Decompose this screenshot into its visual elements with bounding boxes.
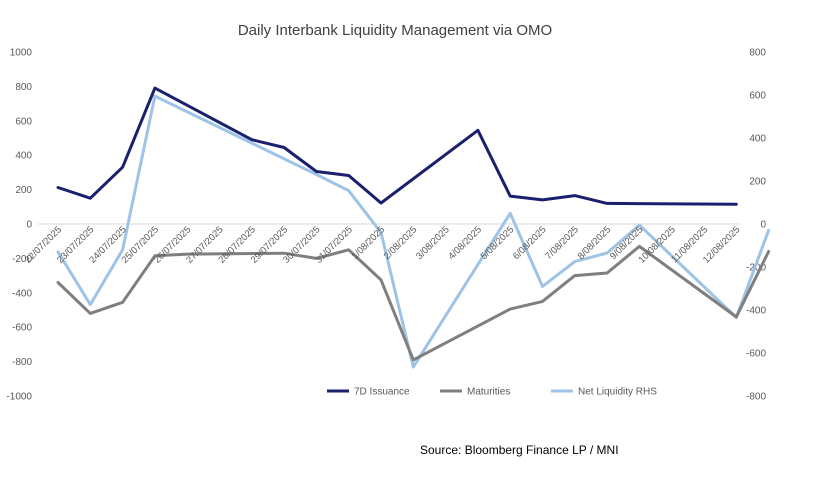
x-tick-label: 1/08/2025 bbox=[349, 224, 387, 262]
right-tick-label: 200 bbox=[749, 177, 766, 188]
left-tick-label: 400 bbox=[15, 151, 32, 162]
left-tick-label: -800 bbox=[12, 357, 32, 368]
series-line-net-liquidity-rhs bbox=[56, 94, 771, 369]
right-tick-label: -800 bbox=[746, 392, 766, 403]
right-tick-label: -400 bbox=[746, 306, 766, 317]
x-tick-label: 5/08/2025 bbox=[479, 224, 517, 262]
left-axis-ticks: 1000 800 600 400 200 0 -200 -400 -600 -800 -1000 bbox=[6, 48, 32, 403]
right-tick-label: 600 bbox=[749, 91, 766, 102]
legend-label: Maturities bbox=[467, 387, 510, 398]
chart-title: Daily Interbank Liquidity Management via… bbox=[238, 22, 552, 39]
left-tick-label: 1000 bbox=[10, 48, 33, 59]
x-tick-label: 7/08/2025 bbox=[543, 224, 581, 262]
left-tick-label: -1000 bbox=[6, 392, 32, 403]
left-tick-label: -200 bbox=[12, 254, 32, 265]
left-tick-label: -400 bbox=[12, 288, 32, 299]
legend-label: Net Liquidity RHS bbox=[578, 387, 657, 398]
left-tick-label: 800 bbox=[15, 82, 32, 93]
source-note: Source: Bloomberg Finance LP / MNI bbox=[420, 443, 619, 457]
series-layer bbox=[56, 86, 771, 369]
left-tick-label: 200 bbox=[15, 185, 32, 196]
legend-label: 7D Issuance bbox=[354, 387, 410, 398]
right-tick-label: 400 bbox=[749, 134, 766, 145]
series-line-7d-issuance bbox=[56, 86, 738, 206]
x-tick-label: 4/08/2025 bbox=[446, 224, 484, 262]
series-line-maturities bbox=[56, 244, 771, 362]
left-tick-label: 600 bbox=[15, 116, 32, 127]
right-tick-label: 0 bbox=[760, 220, 766, 231]
x-tick-label: 3/08/2025 bbox=[414, 224, 452, 262]
legend: 7D Issuance Maturities Net Liquidity RHS bbox=[327, 387, 657, 398]
x-tick-label: 2/08/2025 bbox=[382, 224, 420, 262]
left-tick-label: 0 bbox=[26, 220, 32, 231]
right-tick-label: -600 bbox=[746, 349, 766, 360]
right-tick-label: 800 bbox=[749, 48, 766, 59]
left-tick-label: -600 bbox=[12, 323, 32, 334]
